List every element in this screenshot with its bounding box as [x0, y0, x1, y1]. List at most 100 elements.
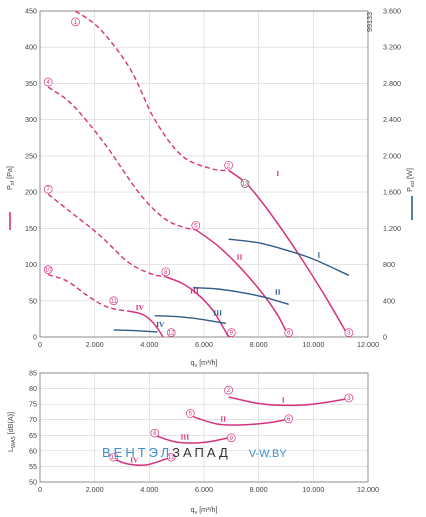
y2-tick-label: 1.600 — [383, 188, 401, 197]
sound-point-marker: 12 — [168, 455, 175, 461]
operating-point-marker-ring — [109, 296, 119, 306]
operating-point-marker: 8 — [164, 270, 168, 276]
y-tick-label: 80 — [29, 384, 37, 393]
operating-point-marker-ring — [344, 328, 354, 338]
power-line-iv — [113, 329, 158, 333]
bottom-chart-grid — [39, 372, 369, 483]
curve-label: I — [317, 250, 320, 259]
operating-point-marker-13: 13 — [242, 181, 249, 187]
sound-curve-label: IV — [130, 455, 139, 464]
y2-tick-label: 2.800 — [383, 79, 401, 88]
sound-point-marker-ring — [185, 409, 195, 418]
operating-point-marker-ring — [43, 265, 53, 274]
operating-point-marker: 7 — [47, 187, 51, 193]
operating-point-marker: 3 — [347, 331, 351, 337]
operating-point-marker: 11 — [111, 299, 118, 305]
pressure-dashed-line — [75, 10, 229, 172]
x-tick-label: 12.000 — [357, 340, 379, 349]
operating-point-marker-ring — [71, 17, 80, 27]
y-tick-label: 55 — [29, 462, 37, 471]
operating-point-marker: 12 — [168, 331, 175, 337]
curve-label: II — [237, 252, 243, 261]
sound-line-iii — [154, 434, 232, 444]
sound-point-marker-ring — [224, 385, 233, 395]
y2-tick-label: 2.000 — [383, 151, 401, 160]
y2-tick-label: 0 — [383, 333, 387, 342]
plot-frame — [39, 372, 369, 483]
x-tick-label: 2.000 — [86, 485, 104, 494]
top-chart-grid — [39, 10, 369, 338]
y-tick-label: 300 — [25, 115, 37, 124]
sound-point-marker-ring — [344, 393, 354, 403]
x-tick-label: 0 — [38, 340, 42, 349]
watermark: ВЕНТЭЛЗАПАД V-W.BY — [102, 445, 287, 460]
curve-label: III — [213, 308, 222, 317]
sound-curve-label: II — [220, 414, 226, 423]
y2-tick-label: 1.200 — [383, 224, 401, 233]
top-ylabel-right: Ped[W] — [405, 168, 416, 192]
y2-tick-label: 400 — [383, 296, 395, 305]
y-tick-label: 85 — [29, 369, 37, 378]
y-tick-label: 350 — [25, 79, 37, 88]
x-tick-label: 4.000 — [140, 340, 158, 349]
pressure-line-iv — [127, 310, 164, 338]
bottom-chart-ticks: 0 2.000 4.000 6.000 8.000 10.000 12.000 50 55 60 6… — [29, 369, 379, 495]
bottom-ylabel: LWA5[dB(A)] — [6, 412, 17, 452]
sound-curve-label: I — [282, 395, 285, 404]
y-tick-label: 65 — [29, 431, 37, 440]
sound-point-marker-ring — [166, 452, 176, 462]
sound-line-i — [228, 396, 350, 407]
pressure-line-iii — [165, 276, 230, 338]
sound-point-marker-ring — [150, 428, 160, 438]
operating-point-marker-ring — [166, 328, 176, 338]
x-tick-label: 8.000 — [250, 485, 268, 494]
curve-label: II — [275, 287, 281, 296]
operating-point-marker-ring — [284, 328, 294, 338]
sound-point-marker-ring — [109, 452, 119, 462]
curve-label: III — [190, 287, 199, 296]
sound-line-iv — [113, 456, 172, 467]
operating-point-marker: 5 — [194, 223, 198, 229]
pressure-dashed-line — [47, 86, 196, 231]
operating-point-marker-ring — [43, 184, 53, 194]
operating-point-marker: 1 — [74, 20, 78, 26]
sound-line-ii — [190, 414, 289, 426]
operating-point-marker: 4 — [47, 80, 51, 86]
y-tick-label: 0 — [33, 333, 37, 342]
sound-point-marker: 9 — [230, 436, 234, 442]
x-tick-label: 2.000 — [86, 340, 104, 349]
y-tick-label: 250 — [25, 151, 37, 160]
pressure-line-i — [228, 169, 350, 338]
y-tick-label: 50 — [29, 478, 37, 487]
sound-point-marker: 5 — [189, 411, 193, 417]
operating-point-marker-ring — [226, 328, 236, 338]
curve-label: I — [276, 169, 279, 178]
y-tick-label: 50 — [29, 296, 37, 305]
chart-code: 99133 — [365, 12, 374, 32]
y-tick-label: 60 — [29, 446, 37, 455]
x-tick-label: 10.000 — [302, 485, 324, 494]
x-tick-label: 10.000 — [302, 340, 324, 349]
operating-point-marker-ring — [191, 221, 201, 230]
bottom-xlabel: qv [m³/h] — [190, 505, 217, 516]
plot-frame — [39, 10, 369, 338]
power-line-ii — [193, 286, 289, 306]
operating-point-marker-ring — [161, 267, 171, 277]
y-tick-label: 100 — [25, 260, 37, 269]
y-tick-label: 70 — [29, 415, 37, 424]
x-tick-label: 12.000 — [357, 485, 379, 494]
x-tick-label: 8.000 — [250, 340, 268, 349]
operating-point-marker-ring — [43, 77, 53, 87]
y-tick-label: 75 — [29, 400, 37, 409]
operating-point-marker: 2 — [227, 163, 231, 169]
sound-point-marker-ring — [226, 433, 236, 443]
pressure-line-ii — [195, 229, 290, 338]
pressure-dashed-line — [47, 193, 166, 278]
operating-point-marker: 6 — [287, 331, 291, 337]
sound-point-marker: 8 — [153, 431, 157, 437]
top-ylabel-left: Psf[Pa] — [5, 166, 16, 190]
operating-point-marker-ring — [224, 160, 233, 170]
